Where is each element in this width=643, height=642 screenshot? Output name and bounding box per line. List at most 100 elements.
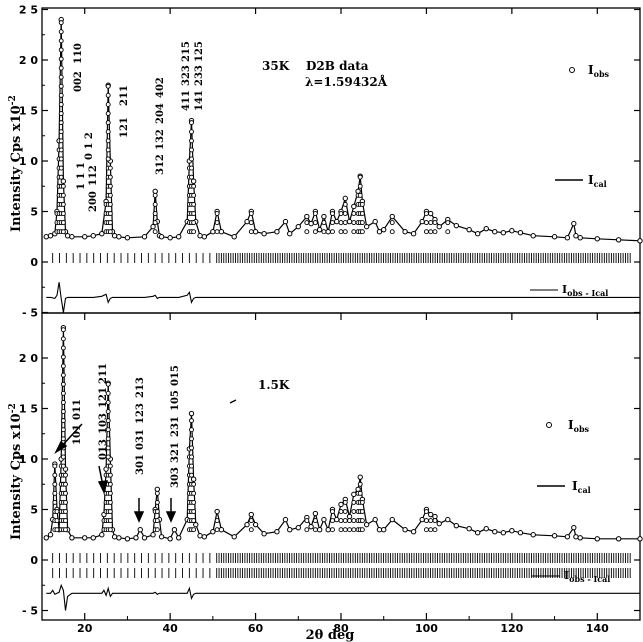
obs-point — [248, 220, 254, 226]
obs-point — [423, 211, 429, 216]
obs-point — [338, 527, 344, 533]
obs-point — [338, 211, 344, 216]
obs-point — [432, 513, 438, 520]
obs-point — [351, 499, 357, 505]
obs-point — [54, 527, 60, 533]
obs-point — [517, 530, 524, 536]
y-tick-label: 0 — [30, 554, 38, 567]
obs-point — [357, 490, 363, 496]
obs-point — [359, 220, 365, 226]
obs-point — [154, 499, 160, 505]
obs-point — [330, 211, 335, 216]
obs-point — [107, 192, 113, 198]
y-tick-label: 5 — [30, 206, 38, 219]
obs-point — [316, 527, 323, 533]
obs-point — [347, 527, 352, 533]
obs-point — [191, 220, 197, 226]
obs-point — [594, 236, 600, 242]
obs-point — [218, 229, 225, 235]
obs-point — [509, 528, 515, 534]
y-tick-label: - 5 — [22, 605, 38, 618]
obs-point — [372, 516, 378, 523]
obs-point — [58, 47, 64, 53]
obs-point — [577, 235, 583, 241]
obs-point — [60, 390, 66, 396]
peak-label: 215 — [181, 41, 192, 62]
obs-point — [107, 527, 113, 533]
obs-point — [500, 530, 507, 536]
top-temperature-label: 35K — [262, 59, 290, 73]
obs-point — [105, 101, 111, 107]
obs-point — [107, 472, 113, 478]
obs-point — [357, 474, 363, 480]
obs-point — [82, 234, 88, 240]
obs-point — [351, 518, 357, 524]
obs-point — [342, 211, 348, 216]
obs-point — [530, 532, 536, 538]
obs-point — [389, 220, 395, 226]
obs-point — [58, 156, 64, 162]
top-peak-labels: 1 1 1 200 0 1 2 112 002 110 121 211 312 … — [73, 41, 205, 212]
obs-point — [105, 92, 111, 98]
obs-point — [248, 211, 254, 216]
obs-point — [357, 192, 363, 198]
obs-point — [60, 336, 66, 342]
obs-point — [58, 83, 64, 89]
obs-point — [141, 535, 148, 541]
diff-line — [46, 282, 640, 313]
y-tick-label: - 5 — [22, 307, 38, 320]
obs-point — [351, 203, 357, 210]
bottom-legend-obs-marker — [546, 422, 552, 428]
obs-point — [334, 516, 340, 523]
obs-point — [60, 327, 66, 333]
obs-point — [351, 527, 357, 533]
obs-point — [43, 535, 49, 541]
obs-point — [423, 220, 429, 226]
obs-point — [116, 234, 122, 240]
peak-label: 213 — [135, 377, 146, 398]
obs-point — [244, 218, 250, 225]
obs-point — [60, 201, 66, 207]
obs-point — [191, 183, 197, 189]
obs-point — [218, 527, 225, 533]
obs-point — [214, 518, 220, 524]
obs-point — [428, 210, 434, 217]
peak-label: 013 — [98, 439, 109, 460]
top-y-axis-label: Intensity Cps x10-2 — [8, 95, 24, 232]
obs-point — [287, 231, 293, 237]
top-y-ticks: 2 5 2 0 1 5 1 0 5 0 - 5 — [19, 4, 640, 320]
obs-point — [376, 527, 383, 533]
obs-point — [359, 499, 365, 505]
obs-point — [152, 229, 158, 235]
obs-point — [69, 234, 75, 240]
obs-point — [363, 521, 370, 528]
peak-label: 0 1 2 — [84, 132, 95, 160]
obs-point — [107, 183, 113, 189]
obs-point — [191, 499, 197, 505]
obs-point — [189, 454, 194, 460]
obs-point — [410, 231, 417, 237]
x-tick-label: 120 — [500, 622, 523, 635]
obs-point — [124, 235, 131, 241]
obs-point — [116, 535, 122, 541]
obs-point — [191, 527, 197, 533]
obs-point — [58, 92, 64, 98]
obs-point — [189, 138, 194, 144]
obs-point — [107, 509, 113, 514]
bottom-annotation-dash — [229, 399, 237, 404]
obs-point — [107, 201, 113, 207]
obs-point — [428, 229, 434, 235]
obs-point — [60, 436, 66, 442]
obs-point — [167, 235, 173, 241]
obs-point — [105, 445, 111, 451]
obs-point — [154, 509, 160, 514]
peak-label: 211 — [98, 363, 109, 384]
obs-point — [359, 229, 365, 235]
obs-point — [231, 534, 237, 540]
obs-point — [359, 527, 365, 533]
top-legend-diff: Iobs - Ical — [562, 283, 608, 298]
obs-point — [54, 518, 60, 524]
obs-point — [295, 524, 301, 531]
obs-point — [423, 509, 429, 514]
